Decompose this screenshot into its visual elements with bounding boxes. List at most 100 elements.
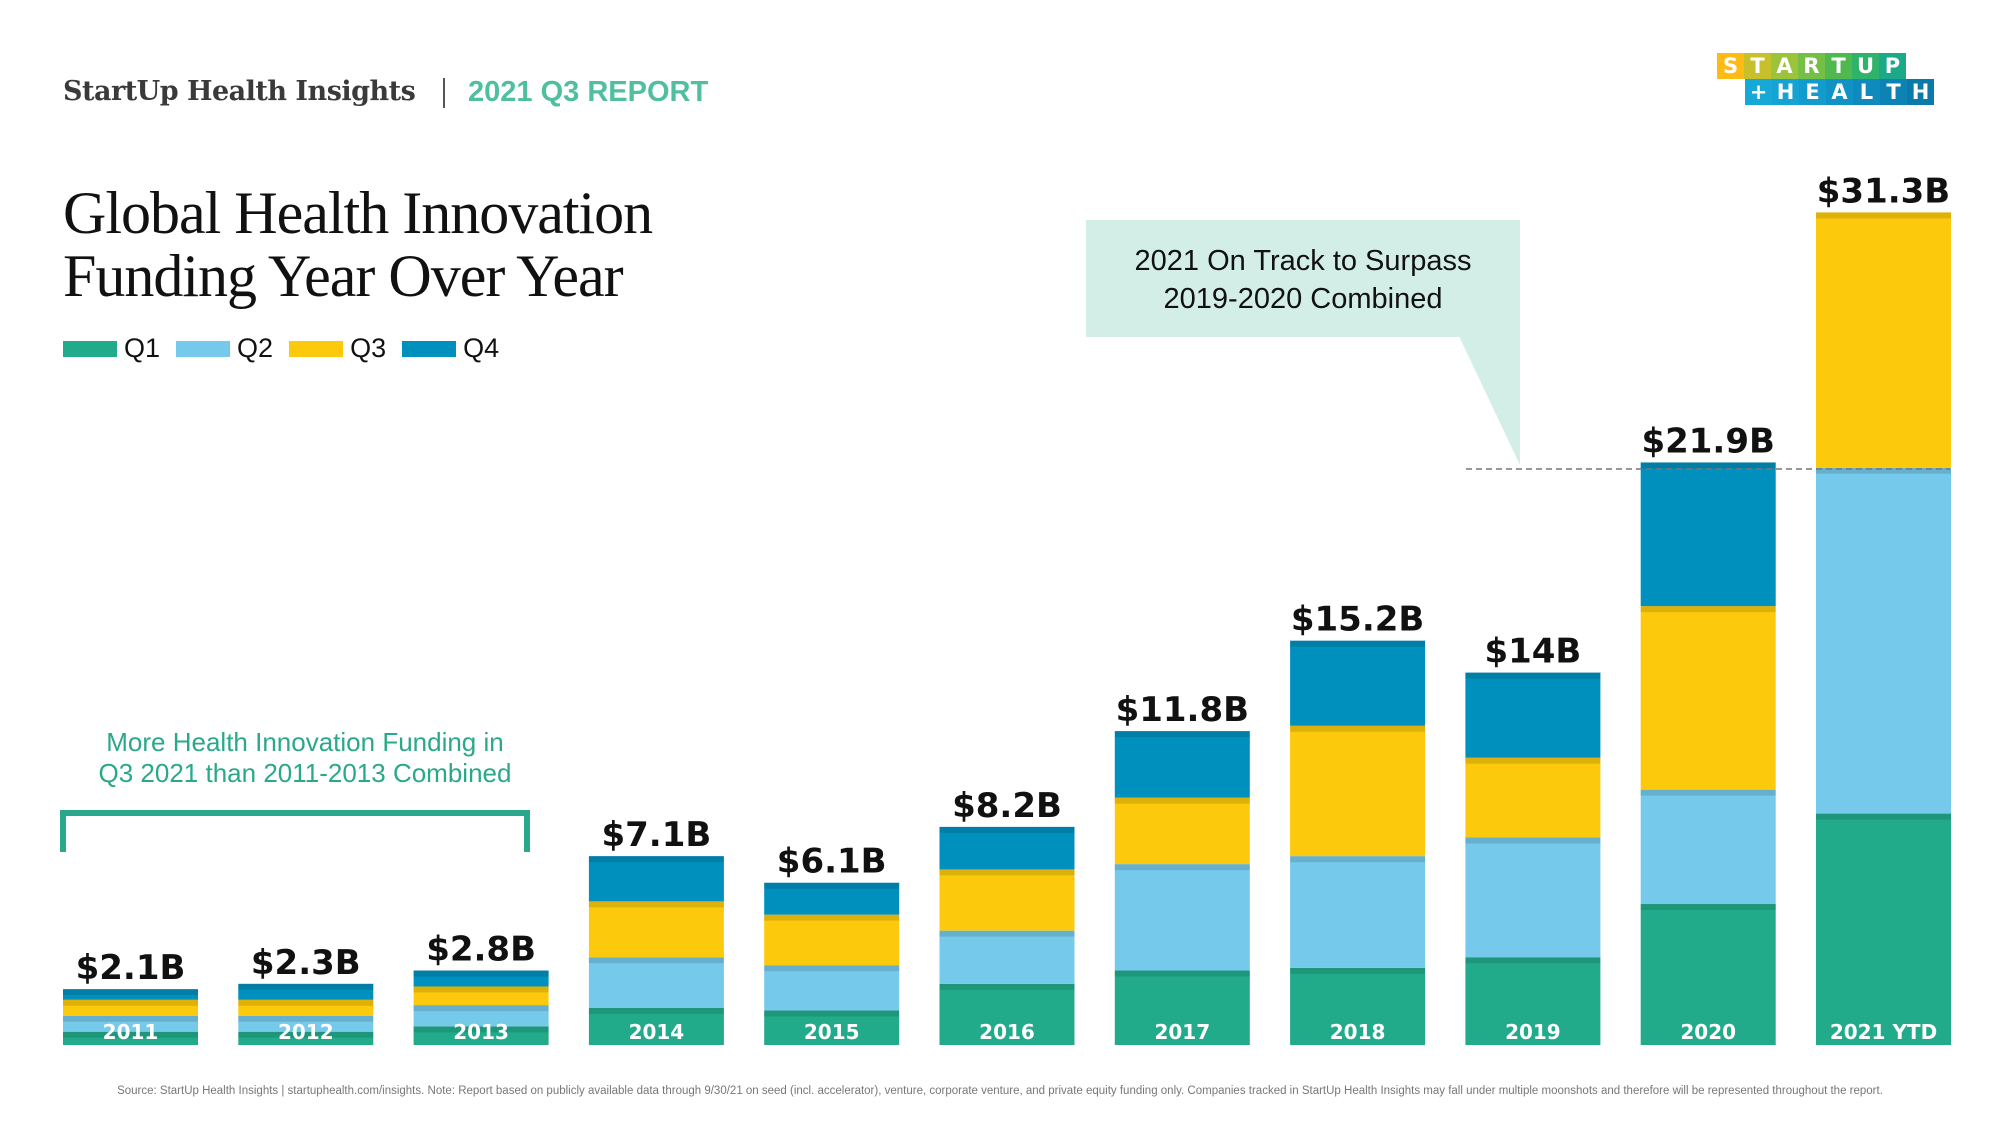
logo-letter: L <box>1853 79 1880 105</box>
bar-segment-q3-2017 <box>1114 797 1250 865</box>
logo-letter: H <box>1772 79 1799 105</box>
legend-swatch-q4 <box>402 340 457 357</box>
total-label: $2.8B <box>426 930 536 970</box>
category-label: 2013 <box>453 1020 509 1044</box>
logo-row-health: + H E A L T H <box>1745 79 1934 105</box>
chart-title: Global Health Innovation Funding Year Ov… <box>63 182 653 308</box>
bar-segment-q1-2018 <box>1290 967 1426 1045</box>
brand-name: StartUp Health Insights <box>63 76 416 107</box>
bar-segment-q2-2021-ytd <box>1816 467 1951 814</box>
category-label: 2021 YTD <box>1830 1020 1937 1044</box>
bar-segment-q2-2016 <box>939 930 1075 984</box>
logo-letter: S <box>1717 53 1744 79</box>
source-footnote: Source: StartUp Health Insights | startu… <box>117 1085 1883 1097</box>
logo-letter: T <box>1880 79 1907 105</box>
bar-segment-q2-2015 <box>764 965 900 1011</box>
bar-segment-q2-2013 <box>413 1005 549 1027</box>
bracket-2011-2013 <box>60 810 530 852</box>
total-label: $11.8B <box>1116 690 1249 730</box>
bar-segment-q2-2012 <box>238 1015 374 1032</box>
bar-segment-q3-2013 <box>413 986 549 1006</box>
category-label: 2015 <box>804 1020 860 1044</box>
bar-segment-q2-2018 <box>1290 856 1426 968</box>
bar-segment-q1-2011 <box>63 1031 198 1045</box>
segment-shadow <box>1290 856 1426 863</box>
logo-letter: T <box>1744 53 1771 79</box>
legend-label-q4: Q4 <box>463 333 500 363</box>
logo-letter: T <box>1825 53 1852 79</box>
segment-shadow <box>1816 467 1951 474</box>
segment-shadow <box>1465 672 1601 679</box>
bar-segment-q4-2019 <box>1465 672 1601 758</box>
segment-shadow <box>1114 731 1250 738</box>
segment-shadow <box>764 965 900 972</box>
legend-label-q1: Q1 <box>124 333 161 363</box>
bar-segment-q4-2013 <box>413 970 549 987</box>
segment-shadow <box>63 1015 198 1022</box>
segment-shadow <box>63 999 198 1006</box>
category-label: 2011 <box>103 1020 159 1044</box>
segment-shadow <box>939 869 1075 876</box>
segment-shadow <box>1465 957 1601 964</box>
bar-segment-q4-2017 <box>1114 731 1250 798</box>
bar-segment-q3-2019 <box>1465 757 1601 838</box>
segment-shadow <box>413 970 549 977</box>
bar-segment-q4-2014 <box>588 856 724 902</box>
total-label: $6.1B <box>777 842 887 882</box>
segment-shadow <box>764 914 900 921</box>
segment-shadow <box>1640 606 1776 613</box>
bar-segment-q4-2012 <box>238 983 374 1000</box>
segment-shadow <box>413 1005 549 1012</box>
total-label: $2.3B <box>251 943 361 983</box>
bar-segment-q3-2015 <box>764 914 900 966</box>
category-label: 2012 <box>278 1020 334 1044</box>
note-annotation: More Health Innovation Funding in Q3 202… <box>70 727 540 789</box>
bar-segment-q2-2020 <box>1640 789 1776 905</box>
category-label: 2017 <box>1154 1020 1210 1044</box>
note-line-2: Q3 2021 than 2011-2013 Combined <box>98 758 512 788</box>
logo-letter: A <box>1771 53 1798 79</box>
logo-letter: + <box>1745 79 1772 105</box>
bar-segment-q1-2017 <box>1114 970 1250 1045</box>
bar-segment-q3-2021-ytd <box>1816 212 1951 468</box>
category-label: 2020 <box>1680 1020 1736 1044</box>
segment-shadow <box>238 999 374 1006</box>
total-label: $7.1B <box>601 815 711 855</box>
bar-segment-q1-2020 <box>1640 904 1776 1045</box>
category-label: 2016 <box>979 1020 1035 1044</box>
segment-shadow <box>1465 837 1601 844</box>
logo-letter: P <box>1879 53 1906 79</box>
legend-swatch-q3 <box>289 340 344 357</box>
note-line-1: More Health Innovation Funding in <box>106 727 504 757</box>
legend-swatch-q1 <box>63 340 117 357</box>
bar-segment-q4-2018 <box>1290 640 1426 726</box>
segment-shadow <box>764 1010 900 1017</box>
bar-segment-q1-2012 <box>238 1031 374 1045</box>
segment-shadow <box>588 856 724 863</box>
segment-shadow <box>238 1015 374 1022</box>
bar-segment-q3-2014 <box>588 901 724 958</box>
bar-segment-q2-2014 <box>588 957 724 1008</box>
logo-letter: E <box>1799 79 1826 105</box>
segment-shadow <box>63 989 198 996</box>
segment-shadow <box>588 901 724 908</box>
bar-segment-q2-2011 <box>63 1015 198 1032</box>
segment-shadow <box>588 1007 724 1014</box>
bar-segment-q1-2013 <box>413 1026 549 1045</box>
bar-segment-q3-2020 <box>1640 606 1776 790</box>
bar-segment-q1-2015 <box>764 1010 900 1045</box>
segment-shadow <box>1640 462 1776 469</box>
bar-segment-q1-2014 <box>588 1007 724 1045</box>
total-label: $31.3B <box>1817 171 1950 211</box>
segment-shadow <box>1290 967 1426 974</box>
logo-letter: A <box>1826 79 1853 105</box>
logo-letter: U <box>1852 53 1879 79</box>
legend-swatch-q2 <box>176 340 231 357</box>
segment-shadow <box>764 882 900 889</box>
legend-label-q2: Q2 <box>237 333 274 363</box>
segment-shadow <box>588 957 724 964</box>
callout-tail <box>1458 334 1520 465</box>
